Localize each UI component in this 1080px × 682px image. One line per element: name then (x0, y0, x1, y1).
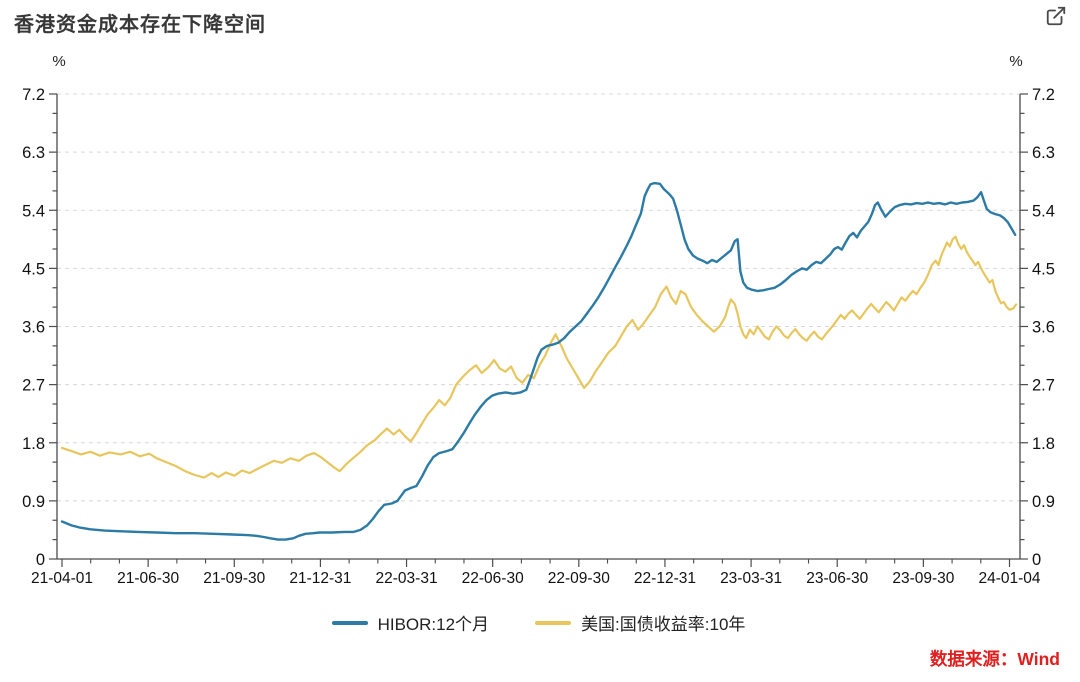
x-axis-label: 23-09-30 (892, 570, 954, 587)
x-axis-label: 21-04-01 (31, 570, 93, 587)
y-axis-label-right: 0.9 (1032, 493, 1055, 511)
x-axis-label: 21-09-30 (203, 570, 265, 587)
series-line-1 (60, 235, 1018, 479)
x-axis-label: 21-12-31 (289, 570, 351, 587)
expand-button[interactable] (1044, 5, 1068, 29)
y-axis-label-right: 5.4 (1032, 202, 1055, 220)
legend-item-1: 美国:国债收益率:10年 (535, 610, 745, 635)
chart-legend: HIBOR:12个月 美国:国债收益率:10年 (57, 610, 1020, 635)
unit-label-right: % (1009, 53, 1022, 70)
x-axis-label: 23-06-30 (806, 570, 868, 587)
legend-swatch (535, 620, 572, 625)
y-axis-label-left: 7.2 (22, 86, 45, 104)
y-axis-label-left: 1.8 (22, 435, 45, 453)
y-axis-label-right: 3.6 (1032, 319, 1055, 337)
y-axis-label-right: 6.3 (1032, 144, 1055, 162)
y-axis-label-right: 2.7 (1032, 377, 1055, 395)
x-axis-label: 24-01-04 (978, 570, 1040, 587)
y-axis-label-left: 0.9 (22, 493, 45, 511)
external-link-icon (1045, 6, 1067, 30)
legend-label: 美国:国债收益率:10年 (581, 615, 746, 634)
y-axis-label-left: 0 (36, 551, 45, 569)
data-source-label: 数据来源：Wind (929, 649, 1060, 669)
unit-label-left: % (52, 53, 65, 70)
x-axis-label: 23-03-31 (720, 570, 782, 587)
chart-title: 香港资金成本存在下降空间 (14, 14, 266, 36)
x-axis-label: 22-06-30 (462, 570, 524, 587)
y-axis-label-right: 1.8 (1032, 435, 1055, 453)
y-axis-label-left: 4.5 (22, 260, 45, 278)
y-axis-label-right: 0 (1032, 551, 1041, 569)
legend-swatch (331, 620, 368, 625)
legend-item-0: HIBOR:12个月 (331, 610, 490, 635)
y-axis-label-right: 7.2 (1032, 86, 1055, 104)
x-axis-label: 22-03-31 (376, 570, 438, 587)
series-line-0 (60, 181, 1017, 541)
x-axis-label: 22-09-30 (548, 570, 610, 587)
y-axis-label-right: 4.5 (1032, 260, 1055, 278)
y-axis-label-left: 2.7 (22, 377, 45, 395)
y-axis-label-left: 5.4 (22, 202, 45, 220)
x-axis-label: 21-06-30 (117, 570, 179, 587)
legend-label: HIBOR:12个月 (377, 615, 490, 634)
x-axis-label: 22-12-31 (634, 570, 696, 587)
y-axis-label-left: 6.3 (22, 144, 45, 162)
y-axis-label-left: 3.6 (22, 319, 45, 337)
